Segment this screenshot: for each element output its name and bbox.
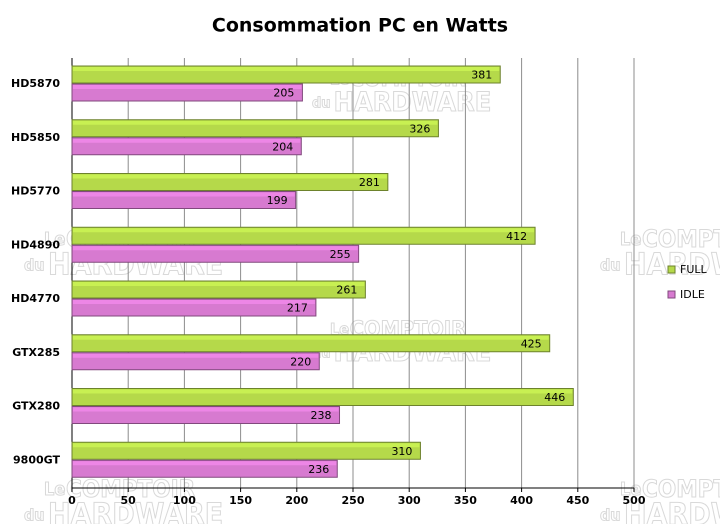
legend-label: FULL: [680, 263, 708, 276]
bar-highlight: [73, 192, 295, 197]
x-tick-label: 200: [285, 494, 308, 507]
value-label: 261: [336, 284, 357, 297]
bar-highlight: [73, 461, 337, 466]
watermark: Le: [44, 229, 65, 250]
bar-highlight: [73, 300, 315, 304]
value-label: 412: [506, 230, 527, 243]
watermark: du: [600, 256, 621, 275]
watermark: HARDWARE: [334, 87, 492, 118]
bar-highlight: [73, 174, 387, 179]
y-tick-label: HD5870: [11, 77, 60, 90]
legend-label: IDLE: [680, 288, 705, 301]
value-label: 281: [359, 176, 380, 189]
bar-highlight: [73, 138, 301, 143]
watermark: Le: [620, 229, 641, 250]
x-tick-label: 150: [229, 494, 252, 507]
value-label: 310: [391, 445, 412, 458]
bar-highlight: [73, 282, 365, 286]
bar-highlight: [73, 120, 438, 125]
y-tick-label: HD4890: [11, 238, 60, 251]
value-label: 238: [311, 409, 332, 422]
bar-highlight: [73, 228, 535, 233]
y-tick-label: GTX285: [12, 346, 60, 359]
x-tick-label: 0: [68, 494, 76, 507]
x-tick-label: 350: [454, 494, 477, 507]
watermark: COMPTOIR: [642, 225, 720, 253]
watermark: du: [24, 256, 45, 275]
watermark: HARDWARE: [624, 498, 720, 525]
value-label: 236: [308, 463, 329, 476]
x-tick-label: 300: [398, 494, 421, 507]
watermark: du: [24, 506, 45, 525]
bar-highlight: [73, 353, 319, 358]
x-tick-label: 500: [623, 494, 646, 507]
value-label: 204: [272, 140, 293, 153]
bar-highlight: [73, 85, 302, 89]
bar-highlight: [73, 407, 339, 412]
watermark: Le: [44, 479, 65, 500]
value-label: 205: [273, 87, 294, 100]
chart-title: Consommation PC en Watts: [212, 15, 508, 37]
x-tick-label: 100: [173, 494, 196, 507]
legend-swatch: [667, 265, 676, 274]
y-tick-label: GTX280: [12, 400, 60, 413]
y-tick-label: 9800GT: [13, 453, 60, 466]
bar-highlight: [73, 246, 358, 251]
watermark: HARDWARE: [48, 498, 223, 525]
value-label: 217: [287, 302, 308, 315]
watermark: COMPTOIR: [66, 475, 196, 503]
x-tick-label: 50: [121, 494, 137, 507]
bar-highlight: [73, 443, 420, 448]
value-label: 255: [330, 248, 351, 261]
legend-swatch: [667, 290, 676, 299]
watermark: du: [600, 506, 621, 525]
value-label: 425: [521, 337, 542, 350]
value-label: 326: [409, 122, 430, 135]
bar-highlight: [73, 67, 500, 71]
value-label: 220: [290, 355, 311, 368]
watermark: Le: [330, 320, 349, 339]
y-tick-label: HD4770: [11, 292, 60, 305]
value-label: 446: [544, 391, 565, 404]
value-label: 381: [471, 69, 492, 82]
watermark: Le: [620, 479, 641, 500]
bar-highlight: [73, 389, 573, 394]
bar-highlight: [73, 335, 549, 340]
x-tick-label: 250: [342, 494, 365, 507]
y-tick-label: HD5850: [11, 131, 60, 144]
watermark: COMPTOIR: [642, 475, 720, 503]
value-label: 199: [267, 194, 288, 207]
y-tick-label: HD5770: [11, 185, 60, 198]
x-tick-label: 400: [510, 494, 533, 507]
x-tick-label: 450: [566, 494, 589, 507]
watermark: du: [312, 95, 331, 111]
watermark: HARDWARE: [624, 248, 720, 283]
